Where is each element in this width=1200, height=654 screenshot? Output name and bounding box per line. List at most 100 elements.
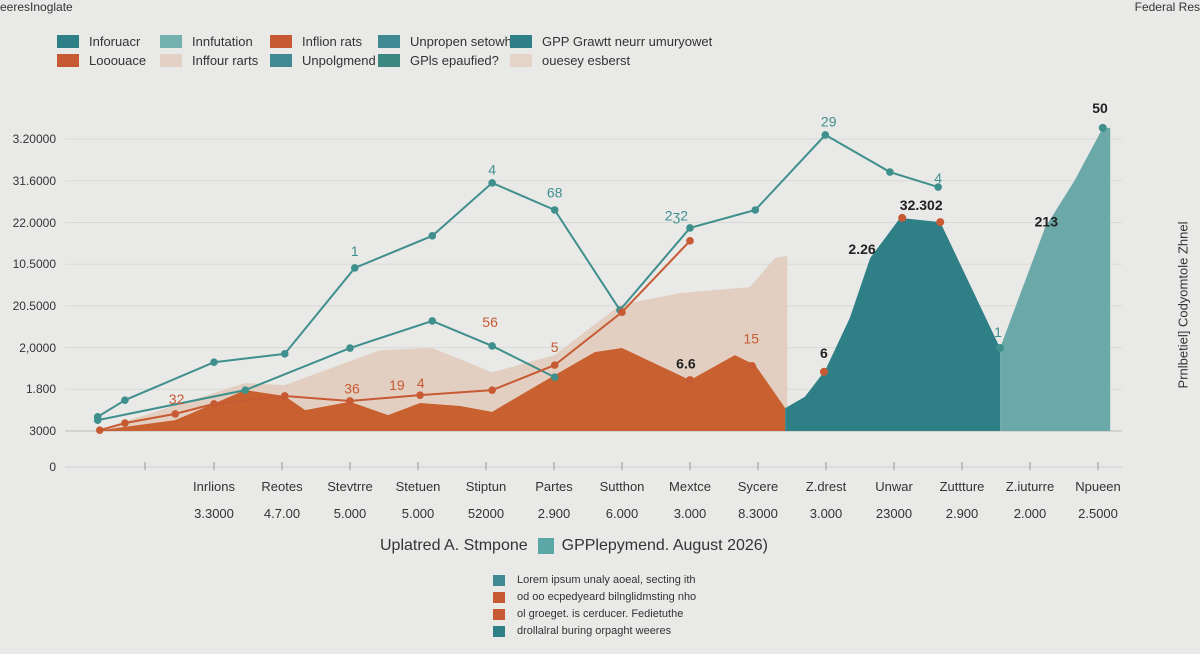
x-tick-label: Z.iuturre: [1005, 479, 1055, 494]
data-label: 6.6: [676, 355, 696, 371]
y-tick-label: 22.0000: [12, 215, 56, 230]
y-tick-label: 20.5000: [12, 298, 56, 313]
data-label: 1: [351, 243, 359, 259]
legend-item: Inforuacr: [57, 34, 140, 49]
line-point: [346, 344, 354, 352]
x-tick-label: Zuttture: [939, 479, 985, 494]
mid-legend-left-label: Uplatred A. Stmpone: [380, 537, 528, 554]
legend-label: Lorem ipsum unaly aoeal, secting ith: [517, 574, 696, 586]
legend-swatch: [378, 54, 400, 67]
data-label: 2.26: [848, 241, 875, 257]
data-label: 29: [821, 114, 837, 130]
line-point: [550, 373, 559, 382]
data-label: 1: [994, 324, 1002, 340]
legend-label: Inflion rats: [302, 34, 362, 49]
data-label: 6: [820, 345, 828, 361]
data-label: 15: [743, 330, 759, 346]
x-tick-label: Mextce: [669, 479, 711, 494]
line-point: [346, 397, 354, 405]
data-point: [898, 213, 907, 222]
line-point: [428, 317, 437, 325]
data-point: [996, 344, 1005, 353]
line-point: [93, 416, 102, 424]
y-tick-label: 31.6000: [12, 173, 56, 188]
legend-swatch: [160, 54, 182, 67]
x-tick-label: Partes: [535, 479, 573, 494]
mid-legend: Uplatred A. Stmpone GPPlepymend. August …: [380, 537, 768, 555]
legend-label: drollalral buring orpaght weeres: [517, 625, 672, 637]
data-point: [747, 361, 756, 370]
legend-label: ol groeget. is cerducer. Fedietuthe: [517, 608, 684, 620]
x-tick-label: Z.drest: [805, 479, 847, 494]
y-tick-label: 3000: [29, 424, 56, 438]
line-point: [95, 426, 104, 434]
data-label: 4: [417, 375, 425, 391]
line-point: [934, 183, 942, 191]
bottom-legend-item: Lorem ipsum unaly aoeal, secting ith: [493, 574, 696, 586]
data-point: [1098, 123, 1107, 132]
legend-swatch: [510, 35, 532, 48]
legend-item: ouesey esberst: [510, 53, 630, 68]
x-value-label: 52000: [467, 506, 505, 521]
x-value-label: 3.3000: [194, 506, 234, 521]
line-point: [618, 308, 626, 316]
x-tick-label: Stiptun: [465, 479, 507, 494]
line-point: [416, 391, 424, 399]
legend-label: od oo ecpedyeard bilnglidmsting nho: [517, 591, 697, 603]
legend-swatch: [493, 608, 505, 620]
legend-swatch: [270, 54, 292, 67]
data-label: 4: [488, 162, 496, 178]
legend-swatch: [493, 625, 505, 637]
legend-label: GPls epaufied?: [410, 53, 499, 68]
data-point: [819, 367, 828, 376]
legend-item: GPls epaufied?: [378, 53, 499, 68]
legend-item: Unpolgmend: [270, 53, 376, 68]
x-tick-label: Inrlions: [193, 479, 235, 494]
line-point: [210, 400, 218, 408]
bottom-legend-item: od oo ecpedyeard bilnglidmsting nho: [493, 591, 696, 603]
legend-item: Inffour rarts: [160, 53, 258, 68]
legend-label: Looouace: [89, 53, 147, 68]
legend-swatch: [57, 54, 79, 67]
legend-label: Innfutation: [192, 34, 253, 49]
x-value-label: 2.5000: [1078, 506, 1118, 521]
bottom-legend-item: ol groeget. is cerducer. Fedietuthe: [493, 608, 683, 620]
data-label: 32.302: [900, 197, 943, 213]
line-point: [550, 206, 559, 214]
line-point: [121, 419, 129, 427]
line-point: [751, 206, 760, 214]
x-tick-label: Unwar: [875, 479, 913, 494]
x-value-label: 23000: [875, 506, 913, 521]
line-point: [488, 342, 496, 350]
y-tick-label: 10.5000: [12, 257, 56, 272]
area-series-2: [785, 217, 1001, 431]
x-value-label: 3.000: [809, 506, 843, 521]
legend-label: GPP Grawtt neurr umuryowet: [542, 34, 713, 49]
data-label: 68: [547, 184, 563, 200]
legend-swatch: [160, 35, 182, 48]
y-tick-label: 1.800: [25, 382, 56, 397]
x-tick-label: Stevtrre: [327, 479, 373, 494]
legend-item: Inflion rats: [270, 34, 362, 49]
line-point: [488, 386, 496, 394]
data-label: 5: [551, 339, 559, 355]
line-series-5: [97, 319, 556, 422]
x-value-label: 5.000: [401, 506, 435, 521]
line-point: [488, 179, 496, 187]
x-value-label: 5.000: [333, 506, 367, 521]
line-point: [210, 358, 218, 366]
data-label: 32: [169, 391, 185, 407]
line-point: [350, 264, 359, 272]
line-point: [241, 386, 250, 394]
legend-label: Inffour rarts: [192, 53, 259, 68]
line-point: [886, 168, 894, 176]
legend-label: ouesey esberst: [542, 53, 631, 68]
legend-swatch: [270, 35, 292, 48]
data-label: 36: [344, 380, 360, 396]
x-value-label: 6.000: [605, 506, 639, 521]
mid-legend-swatch: [537, 538, 554, 554]
data-label: 50: [1092, 100, 1108, 116]
legend-label: Unpropen setowh: [410, 34, 512, 49]
x-tick-label: Stetuen: [395, 479, 441, 494]
